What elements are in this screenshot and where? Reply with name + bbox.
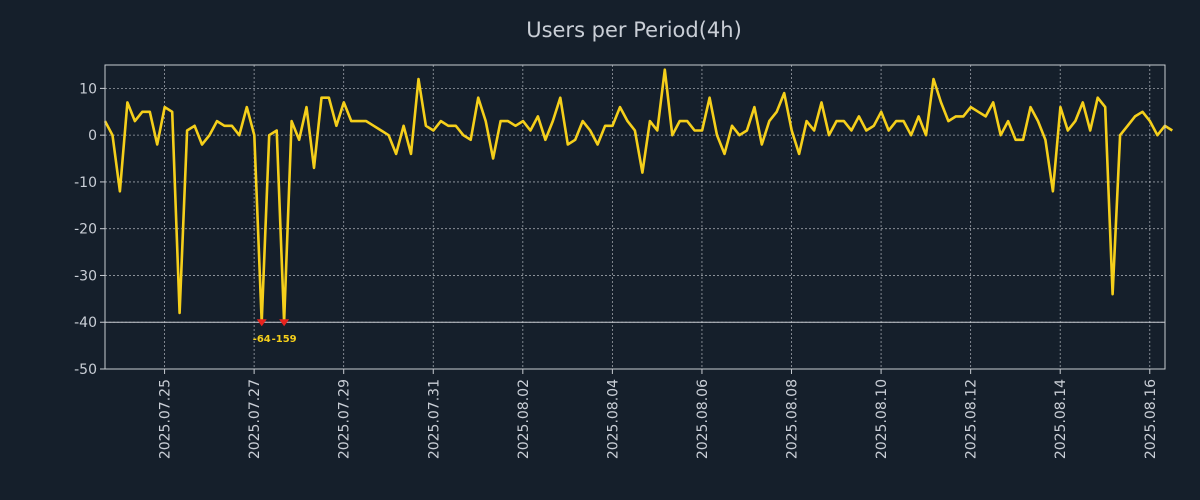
x-tick-label: 2025.08.16 [1143, 379, 1159, 459]
x-tick-label: 2025.07.29 [337, 379, 353, 459]
clip-value-label: -64 [253, 334, 271, 345]
y-tick-label: -30 [74, 268, 97, 284]
y-tick-label: 10 [79, 81, 97, 97]
clip-value-label: -159 [272, 334, 297, 345]
x-tick-label: 2025.08.02 [516, 379, 532, 459]
y-tick-label: 0 [88, 128, 97, 144]
x-tick-label: 2025.08.04 [605, 379, 621, 459]
x-tick-label: 2025.08.08 [785, 379, 801, 459]
series-line [103, 68, 1173, 324]
x-tick-label: 2025.07.31 [426, 379, 442, 459]
x-tick-label: 2025.08.06 [695, 379, 711, 459]
y-tick-label: -40 [74, 315, 97, 331]
plot-frame [104, 64, 1166, 370]
clip-marker [279, 319, 290, 327]
y-tick-label: -10 [74, 175, 97, 191]
x-axis: 2025.07.25 2025.07.27 2025.07.29 2025.07.31… [158, 369, 1159, 459]
y-tick-label: -50 [74, 362, 97, 378]
series-layer [103, 68, 1173, 324]
chart-title: Users per Period(4h) [526, 18, 742, 42]
y-tick-label: -20 [74, 222, 97, 238]
grid-lines [105, 65, 1165, 370]
x-tick-label: 2025.08.10 [874, 379, 890, 459]
y-axis: 10 0 -10 -20 -30 -40 -50 [74, 81, 105, 378]
x-tick-label: 2025.07.25 [158, 379, 174, 459]
annotations: -64 -159 [253, 319, 297, 345]
clip-marker [256, 319, 267, 327]
x-tick-label: 2025.08.14 [1053, 379, 1069, 459]
x-tick-label: 2025.08.12 [964, 379, 980, 459]
x-tick-label: 2025.07.27 [247, 379, 263, 459]
